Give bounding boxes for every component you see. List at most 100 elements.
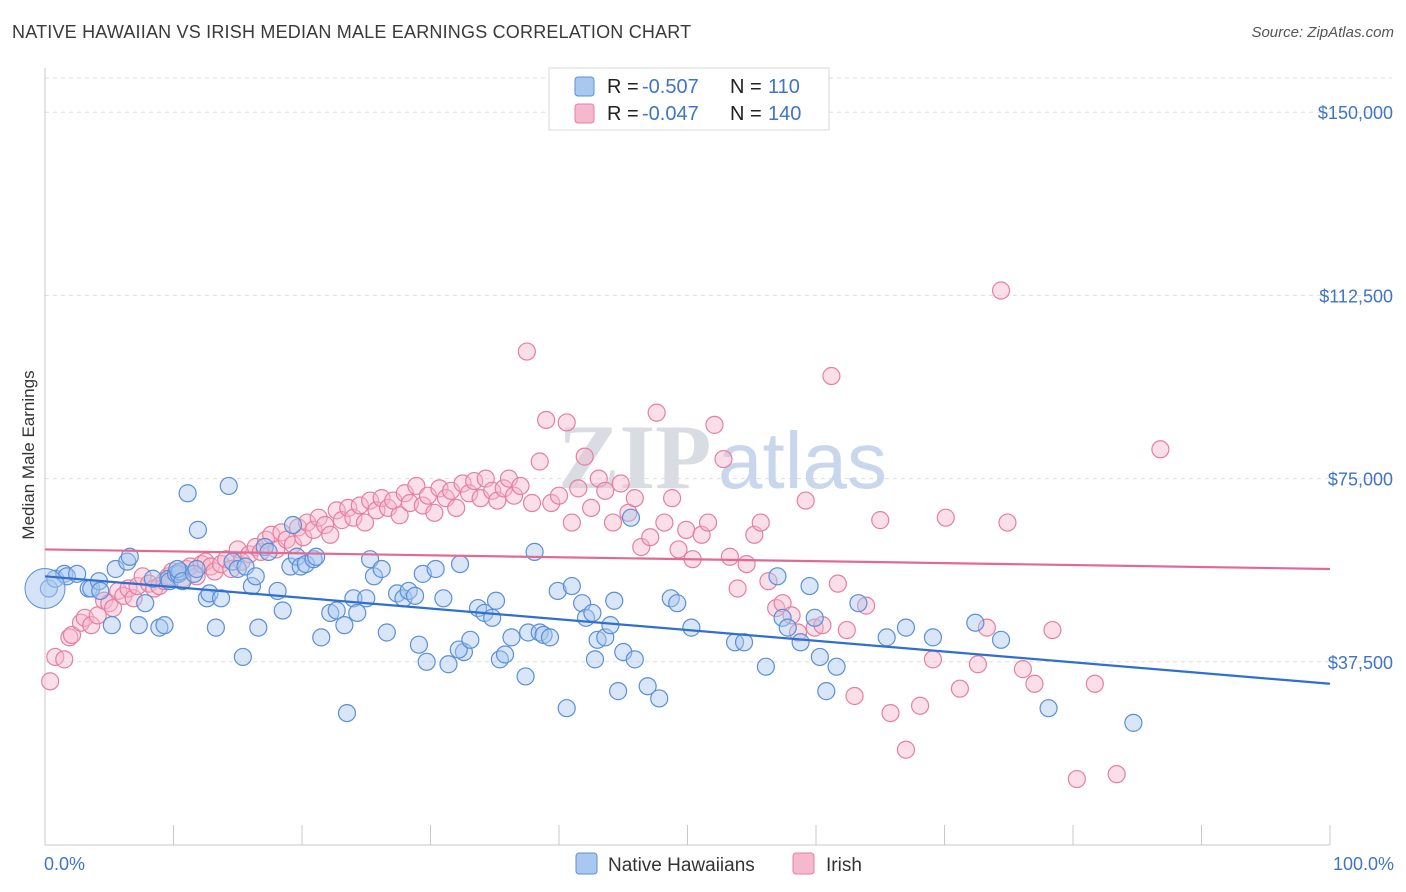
native-hawaiians-point-118	[800, 576, 819, 596]
native-hawaiians-point-55	[335, 616, 354, 635]
y-axis-tick-labels: $37,500 $75,000 $112,500 $150,000	[1318, 103, 1393, 673]
native-hawaiians-point-33	[219, 476, 238, 496]
native-hawaiians-point-110	[682, 618, 701, 637]
irish-point-120	[751, 513, 770, 532]
irish-point-110	[677, 520, 696, 539]
native-hawaiians-point-96	[583, 603, 602, 623]
native-hawaiians-point-82	[490, 650, 509, 669]
y-tick-label-2: $112,500	[1319, 286, 1393, 306]
native-hawaiians-point-67	[405, 586, 425, 605]
native-hawaiians-point-17	[155, 616, 174, 635]
irish-point-87	[517, 342, 536, 361]
native-hawaiians-point-125	[896, 618, 916, 637]
native-hawaiians-point-102	[609, 682, 628, 701]
irish-point-109	[669, 540, 688, 559]
native-hawaiians-point-54	[327, 601, 346, 620]
y-axis-label: Median Male Earnings	[19, 370, 38, 539]
native-hawaiians-point-46	[283, 515, 303, 535]
native-hawaiians-point-74	[450, 554, 470, 574]
native-hawaiians-point-68	[409, 635, 429, 654]
native-hawaiians-point-120	[810, 647, 829, 667]
irish-point-108	[662, 489, 682, 508]
legend-r-label-1: R =	[607, 76, 639, 98]
native-hawaiians-point-62	[372, 559, 391, 579]
irish-point-86	[511, 476, 530, 496]
irish-point-105	[641, 528, 660, 547]
irish-point-53	[321, 525, 340, 544]
legend-bottom: Native Hawaiians Irish	[575, 852, 862, 876]
bottom-legend-label-native-hawaiians: Native Hawaiians	[608, 855, 755, 876]
irish-point-114	[705, 415, 724, 434]
legend-n-value-2: 140	[768, 103, 801, 125]
native-hawaiians-point-127	[966, 613, 985, 632]
native-hawaiians-point-28	[188, 520, 208, 539]
irish-point-126	[796, 491, 815, 510]
irish-point-90	[537, 410, 556, 430]
irish-point-94	[562, 513, 581, 532]
irish-point-115	[714, 449, 733, 469]
irish-point-142	[977, 618, 997, 637]
chart-source: Source: ZipAtlas.com	[1251, 24, 1394, 41]
native-hawaiians-point-109	[668, 594, 687, 613]
irish-point-54	[327, 501, 346, 520]
irish-point-81	[483, 481, 502, 500]
native-hawaiians-point-31	[206, 618, 226, 637]
y-tick-label-1: $75,000	[1328, 470, 1393, 490]
irish-point-97	[582, 498, 601, 518]
native-hawaiians-point-84	[502, 628, 521, 647]
irish-point-58	[350, 496, 369, 515]
irish-point-134	[871, 511, 890, 530]
native-hawaiians-point-71	[426, 559, 445, 579]
irish-point-150	[1107, 765, 1126, 784]
irish-point-93	[557, 413, 576, 432]
native-hawaiians-point-9	[102, 616, 121, 635]
native-hawaiians-point-8	[91, 581, 110, 601]
native-hawaiians-point-106	[638, 677, 657, 696]
irish-point-89	[530, 452, 549, 471]
irish-point-33	[211, 554, 231, 574]
legend-r-value-1: -0.507	[642, 76, 699, 98]
native-hawaiians-point-130	[1124, 713, 1143, 732]
irish-point-49	[298, 513, 317, 532]
native-hawaiians-point-114	[768, 567, 787, 586]
legend-r-label-2: R =	[607, 103, 639, 125]
native-hawaiians-point-122	[827, 657, 846, 676]
native-hawaiians-point-39	[246, 567, 265, 586]
irish-point-68	[407, 476, 426, 496]
irish-point-88	[522, 493, 542, 513]
x-tick-max: 100.0%	[1333, 854, 1394, 874]
irish-point-106	[647, 403, 666, 422]
irish-point-141	[968, 655, 988, 674]
irish-point-52	[316, 515, 335, 535]
native-hawaiians-point-123	[849, 594, 868, 613]
native-hawaiians-point-11	[118, 552, 137, 571]
irish-point-92	[549, 486, 569, 505]
native-hawaiians-point-58	[348, 603, 367, 623]
irish-point-103	[625, 489, 644, 508]
native-hawaiians-point-104	[621, 508, 641, 527]
irish-point-131	[837, 620, 856, 640]
native-hawaiians-point-44	[273, 601, 292, 620]
irish-point-2	[55, 650, 74, 669]
y-tick-label-3: $150,000	[1318, 103, 1393, 123]
irish-point-91	[542, 493, 561, 513]
native-hawaiians-point-52	[312, 628, 331, 647]
legend-n-label-2: N =	[730, 103, 762, 125]
bottom-legend-swatch-irish	[792, 852, 815, 875]
irish-point-7	[82, 616, 101, 635]
irish-point-140	[950, 679, 970, 698]
bottom-legend-swatch-native-hawaiians	[575, 852, 598, 875]
irish-point-65	[390, 506, 409, 525]
watermark-zip: ZIP	[558, 406, 711, 508]
native-hawaiians-point-90	[540, 628, 560, 647]
irish-point-143	[991, 281, 1011, 300]
legend-n-value-1: 110	[768, 76, 800, 98]
irish-point-147	[1043, 620, 1062, 640]
native-hawaiians-point-105	[625, 650, 644, 669]
native-hawaiians-large-point	[24, 568, 66, 610]
native-hawaiians-point-61	[364, 567, 384, 586]
legend-top: R = -0.507 N = 110 R = -0.047 N = 140	[548, 67, 830, 131]
irish-point-132	[845, 686, 864, 706]
legend-r-value-2: -0.047	[642, 103, 699, 125]
irish-point-145	[1013, 660, 1032, 679]
